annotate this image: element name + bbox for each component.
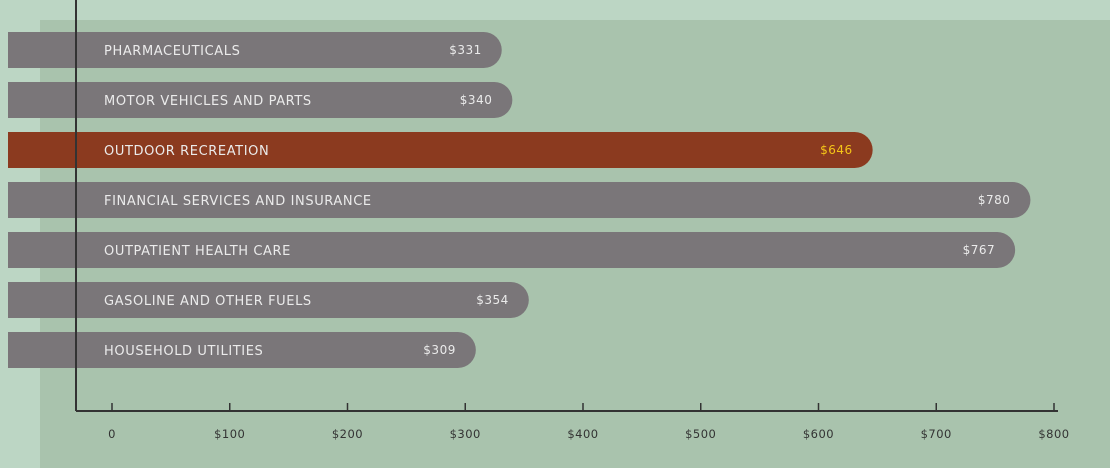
bar-label-6: HOUSEHOLD UTILITIES — [104, 344, 263, 359]
bar-value-label-2: $646 — [820, 143, 853, 157]
bar-value-label-1: $340 — [460, 93, 493, 107]
bar-label-4: OUTPATIENT HEALTH CARE — [104, 244, 291, 259]
bar-1 — [8, 82, 513, 118]
x-tick-label-1: $100 — [214, 427, 245, 441]
bar-value-label-3: $780 — [978, 193, 1011, 207]
axes-group: 0 $100 $200 $300 $400 $500 $600 $700 $800 — [75, 0, 1069, 441]
bar-label-1: MOTOR VEHICLES AND PARTS — [104, 94, 312, 109]
bar-0 — [8, 32, 502, 68]
bar-3 — [8, 182, 1031, 218]
bar-label-5: GASOLINE AND OTHER FUELS — [104, 294, 312, 309]
bar-value-label-5: $354 — [476, 293, 509, 307]
bar-value-label-0: $331 — [449, 43, 482, 57]
bar-4 — [8, 232, 1016, 268]
bar-5 — [8, 282, 529, 318]
x-tick-label-2: $200 — [332, 427, 363, 441]
x-tick-label-0: 0 — [108, 427, 116, 441]
x-tick-label-4: $400 — [567, 427, 598, 441]
bar-6 — [8, 332, 476, 368]
x-tick-label-5: $500 — [685, 427, 716, 441]
bar-label-2: OUTDOOR RECREATION — [104, 144, 269, 159]
bar-value-label-6: $309 — [423, 343, 456, 357]
bar-value-label-4: $767 — [963, 243, 996, 257]
x-tick-label-3: $300 — [450, 427, 481, 441]
x-tick-label-7: $700 — [921, 427, 952, 441]
bar-label-3: FINANCIAL SERVICES AND INSURANCE — [104, 194, 372, 209]
x-tick-label-6: $600 — [803, 427, 834, 441]
bar-label-0: PHARMACEUTICALS — [104, 44, 240, 59]
x-tick-label-8: $800 — [1038, 427, 1069, 441]
bar-2 — [8, 132, 873, 168]
bars-group: PHARMACEUTICALS $331 MOTOR VEHICLES AND PA… — [8, 32, 1031, 368]
